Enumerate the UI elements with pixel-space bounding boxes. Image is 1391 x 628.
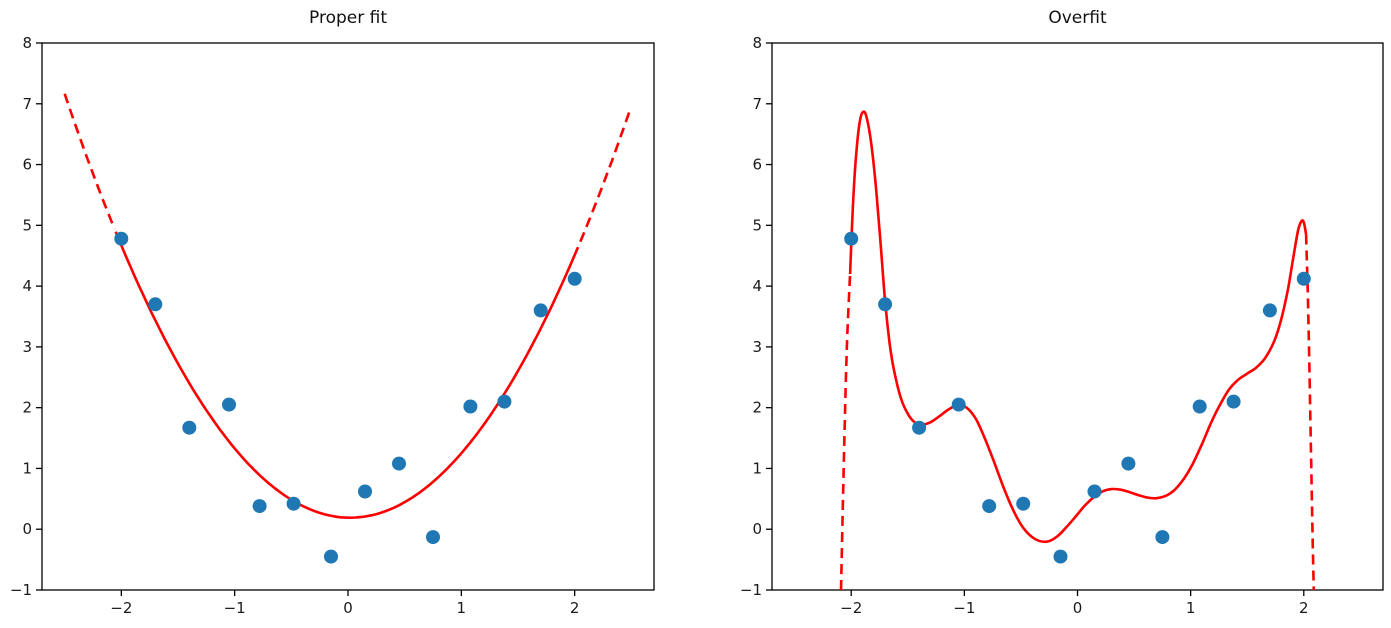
y-tick-label: 8 (22, 34, 32, 52)
y-axis-ticks: −1 0 1 2 3 4 5 6 7 8 (10, 34, 42, 599)
scatter-point (324, 549, 338, 564)
scatter-point (182, 420, 197, 435)
y-tick-label: 4 (752, 277, 762, 295)
scatter-points (844, 231, 1311, 564)
subplot-0: −2 −1 0 1 2 −1 0 1 2 3 4 5 6 7 8 (10, 34, 655, 617)
x-tick-label: −2 (840, 599, 862, 617)
x-tick-label: −2 (110, 599, 132, 617)
scatter-point (1087, 484, 1102, 499)
scatter-point (982, 499, 997, 514)
x-tick-label: 2 (570, 599, 580, 617)
axes-frame (771, 42, 1384, 591)
scatter-point (497, 394, 512, 409)
plot-title-overfit: Overfit (1048, 8, 1107, 28)
scatter-point (286, 496, 301, 511)
fit-curve-dashed (63, 93, 116, 230)
fit-curve-group (839, 110, 1316, 590)
y-tick-label: 0 (22, 520, 32, 538)
subplot-1: −2 −1 0 1 2 −1 0 1 2 3 4 5 6 7 8 (740, 34, 1384, 617)
scatter-point (358, 484, 372, 499)
scatter-point (222, 397, 236, 412)
fit-curve-dashed (839, 273, 852, 590)
fit-curve-dashed (1304, 234, 1316, 590)
scatter-point (533, 303, 548, 318)
fit-curve-dashed (579, 108, 632, 243)
scatter-point (951, 397, 966, 412)
scatter-point (426, 530, 440, 545)
scatter-point (878, 297, 893, 312)
y-axis-ticks: −1 0 1 2 3 4 5 6 7 8 (740, 34, 772, 599)
y-tick-label: 1 (22, 459, 32, 477)
scatter-point (1226, 394, 1241, 409)
x-axis-ticks: −2 −1 0 1 2 (110, 590, 579, 617)
x-tick-label: 0 (343, 599, 353, 617)
scatter-point (463, 399, 478, 414)
scatter-point (252, 499, 267, 514)
scatter-point (1262, 303, 1277, 318)
x-axis-ticks: −2 −1 0 1 2 (840, 590, 1309, 617)
scatter-point (1296, 271, 1311, 286)
scatter-point (1155, 530, 1170, 545)
scatter-point (912, 420, 927, 435)
y-tick-label: 2 (752, 399, 762, 417)
fit-curve-solid (848, 110, 1308, 544)
plot-title-proper-fit: Proper fit (309, 8, 387, 28)
scatter-points (114, 231, 582, 564)
y-tick-label: 5 (22, 216, 32, 234)
y-tick-label: −1 (10, 581, 32, 599)
y-tick-label: 8 (752, 34, 762, 52)
y-tick-label: 7 (752, 95, 762, 113)
y-tick-label: 6 (752, 156, 762, 174)
scatter-point (392, 456, 406, 471)
y-tick-label: 6 (22, 156, 32, 174)
x-tick-label: 1 (457, 599, 467, 617)
scatter-point (1192, 399, 1207, 414)
x-tick-label: 2 (1299, 599, 1309, 617)
x-tick-label: −1 (224, 599, 246, 617)
y-tick-label: 5 (752, 216, 762, 234)
fit-curve-solid (114, 231, 580, 520)
y-tick-label: 4 (22, 277, 32, 295)
scatter-point (1053, 549, 1068, 564)
x-tick-label: −1 (953, 599, 975, 617)
scatter-point (567, 271, 582, 286)
scatter-point (148, 297, 163, 312)
y-tick-label: 3 (752, 338, 762, 356)
y-tick-label: 2 (22, 399, 32, 417)
y-tick-label: −1 (740, 581, 762, 599)
x-tick-label: 1 (1186, 599, 1196, 617)
y-tick-label: 3 (22, 338, 32, 356)
scatter-point (844, 231, 859, 246)
y-tick-label: 1 (752, 459, 762, 477)
x-tick-label: 0 (1073, 599, 1083, 617)
y-tick-label: 0 (752, 520, 762, 538)
scatter-point (1121, 456, 1136, 471)
scatter-point (1016, 496, 1031, 511)
axes-frame (41, 42, 655, 591)
y-tick-label: 7 (22, 95, 32, 113)
scatter-point (114, 231, 129, 246)
